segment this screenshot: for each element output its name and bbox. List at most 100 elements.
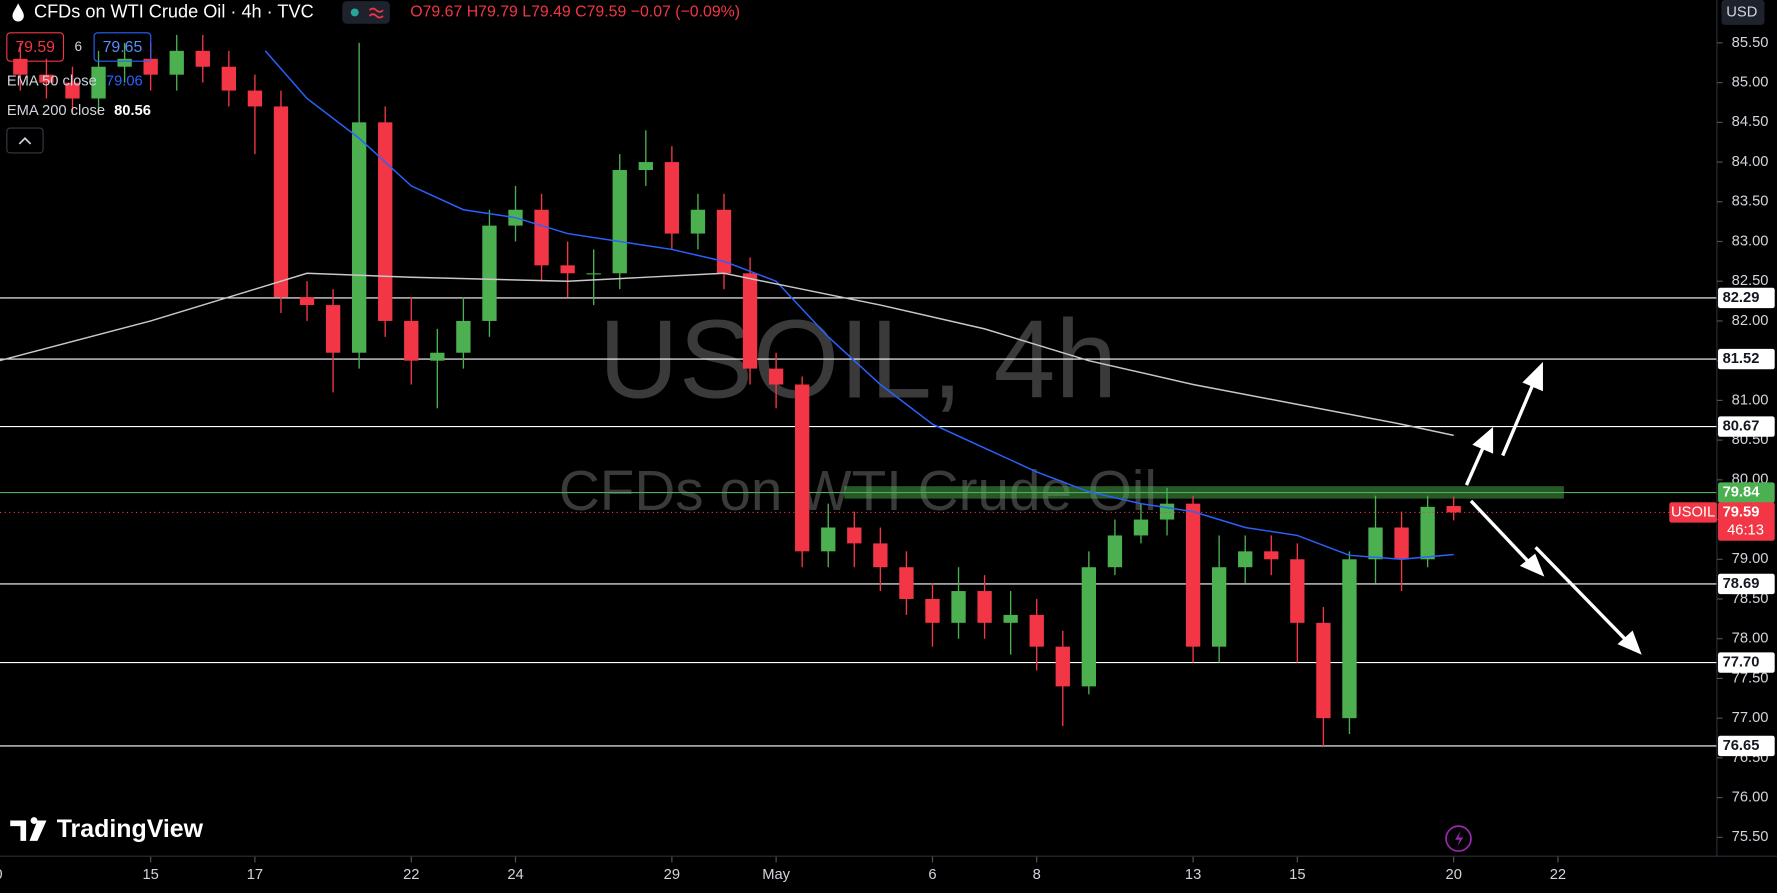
alert-icon[interactable] [1445, 825, 1472, 852]
level-label: 77.70 [1723, 654, 1760, 670]
arrow [1501, 380, 1537, 457]
candle-body [795, 384, 810, 552]
candle-body [1055, 646, 1070, 687]
spread: 6 [74, 39, 82, 54]
candle-body [91, 66, 106, 99]
x-tick-label: 22 [1550, 867, 1566, 883]
level-label-box [1718, 652, 1775, 673]
alert-bolt [1455, 830, 1464, 847]
x-tick-label: 13 [1185, 867, 1201, 883]
candle-body [273, 106, 289, 298]
y-tick-label: 81.00 [1732, 392, 1769, 408]
status-box [342, 1, 390, 24]
candle-body [1342, 559, 1357, 719]
x-tick-label: May [762, 867, 790, 883]
symbol-title: CFDs on WTI Crude Oil · 4h · TVC [34, 1, 314, 21]
candle-body [1290, 559, 1305, 623]
candle-body [1394, 527, 1409, 560]
x-tick-label: 15 [142, 867, 158, 883]
candle-body [690, 209, 706, 234]
arrow [1534, 546, 1629, 643]
candle-body [456, 320, 471, 353]
axes: 75.5076.0076.5077.0077.5078.0078.5079.00… [0, 35, 1775, 883]
level-label: 80.67 [1723, 419, 1760, 435]
candle-body [1420, 506, 1435, 560]
candle-body [299, 297, 315, 306]
y-tick-label: 79.00 [1732, 551, 1769, 567]
candle-body [65, 82, 80, 99]
collapse-button[interactable] [6, 127, 44, 154]
arrow-head [1617, 630, 1642, 655]
x-tick-label: 17 [247, 867, 263, 883]
candle-body [247, 90, 263, 107]
x-tick-label: 20 [1446, 867, 1462, 883]
candle-body [951, 591, 966, 623]
candle-body [1107, 535, 1123, 568]
level-label-box [1718, 735, 1775, 757]
ema-line [264, 50, 1454, 561]
level-label: 79.84 [1723, 484, 1761, 500]
delay-icon [368, 7, 384, 19]
candle-body [430, 352, 445, 361]
arrow [1464, 443, 1487, 486]
y-tick-label: 83.00 [1732, 233, 1769, 249]
candle-body [1238, 551, 1253, 568]
symbol-icon [12, 3, 24, 22]
candle-body [1133, 519, 1149, 536]
candle-body [821, 527, 836, 552]
level-label-box [1718, 573, 1775, 595]
x-tick-label: 29 [664, 867, 680, 883]
candle-body [325, 305, 341, 353]
price-tag-timer: 46:13 [1727, 522, 1764, 538]
candle-body [925, 599, 940, 623]
quote: O79.67 H79.79 L79.49 C79.59 −0.07 (−0.09… [410, 4, 740, 21]
symbol-tag: USOIL [1671, 504, 1715, 520]
bid-box[interactable] [6, 32, 65, 62]
x-tick-label: 6 [928, 867, 936, 883]
y-tick-label: 75.50 [1732, 829, 1769, 845]
candle-body [742, 273, 758, 369]
candle-body [143, 58, 158, 75]
level-label: 81.52 [1723, 351, 1760, 367]
y-tick-label: 85.50 [1732, 35, 1769, 51]
candle-body [1185, 503, 1201, 647]
branding: TradingView [10, 815, 1472, 852]
legend-value: 79.06 [106, 73, 143, 89]
candle-body [716, 209, 732, 274]
candle-body [351, 122, 367, 353]
x-tick-label: 24 [507, 867, 523, 883]
ema-line [0, 272, 1454, 437]
legend-name: EMA 200 close [7, 103, 105, 119]
level-label: 76.65 [1723, 738, 1760, 754]
level-label-box [1718, 482, 1775, 503]
marks [0, 34, 1717, 747]
candle-body [221, 66, 237, 91]
y-tick-label: 77.50 [1732, 670, 1769, 686]
y-tick-label: 85.00 [1732, 75, 1769, 91]
candle-body [664, 162, 680, 234]
symbol-tag-box [1669, 502, 1717, 523]
candle-body [404, 320, 419, 361]
y-tick-label: 84.00 [1732, 154, 1769, 170]
level-label: 82.29 [1723, 290, 1760, 306]
legend-value: 80.56 [114, 103, 151, 119]
x-tick-label: 22 [403, 867, 419, 883]
level-label-box [1718, 348, 1775, 370]
y-tick-label: 82.50 [1732, 273, 1769, 289]
candle-body [586, 273, 601, 275]
ask-box[interactable] [93, 32, 152, 62]
ask: 79.65 [103, 39, 143, 56]
currency-box[interactable] [1721, 0, 1765, 25]
candle-body [39, 74, 54, 83]
y-tick-label: 77.00 [1732, 710, 1769, 726]
candle-body [1003, 614, 1018, 623]
x-tick-label: 8 [1033, 867, 1041, 883]
time-axis [0, 856, 1777, 893]
collapse-icon [18, 137, 32, 145]
y-tick-label: 82.00 [1732, 313, 1769, 329]
candle-body [169, 50, 184, 75]
x-tick-label: 15 [1289, 867, 1305, 883]
